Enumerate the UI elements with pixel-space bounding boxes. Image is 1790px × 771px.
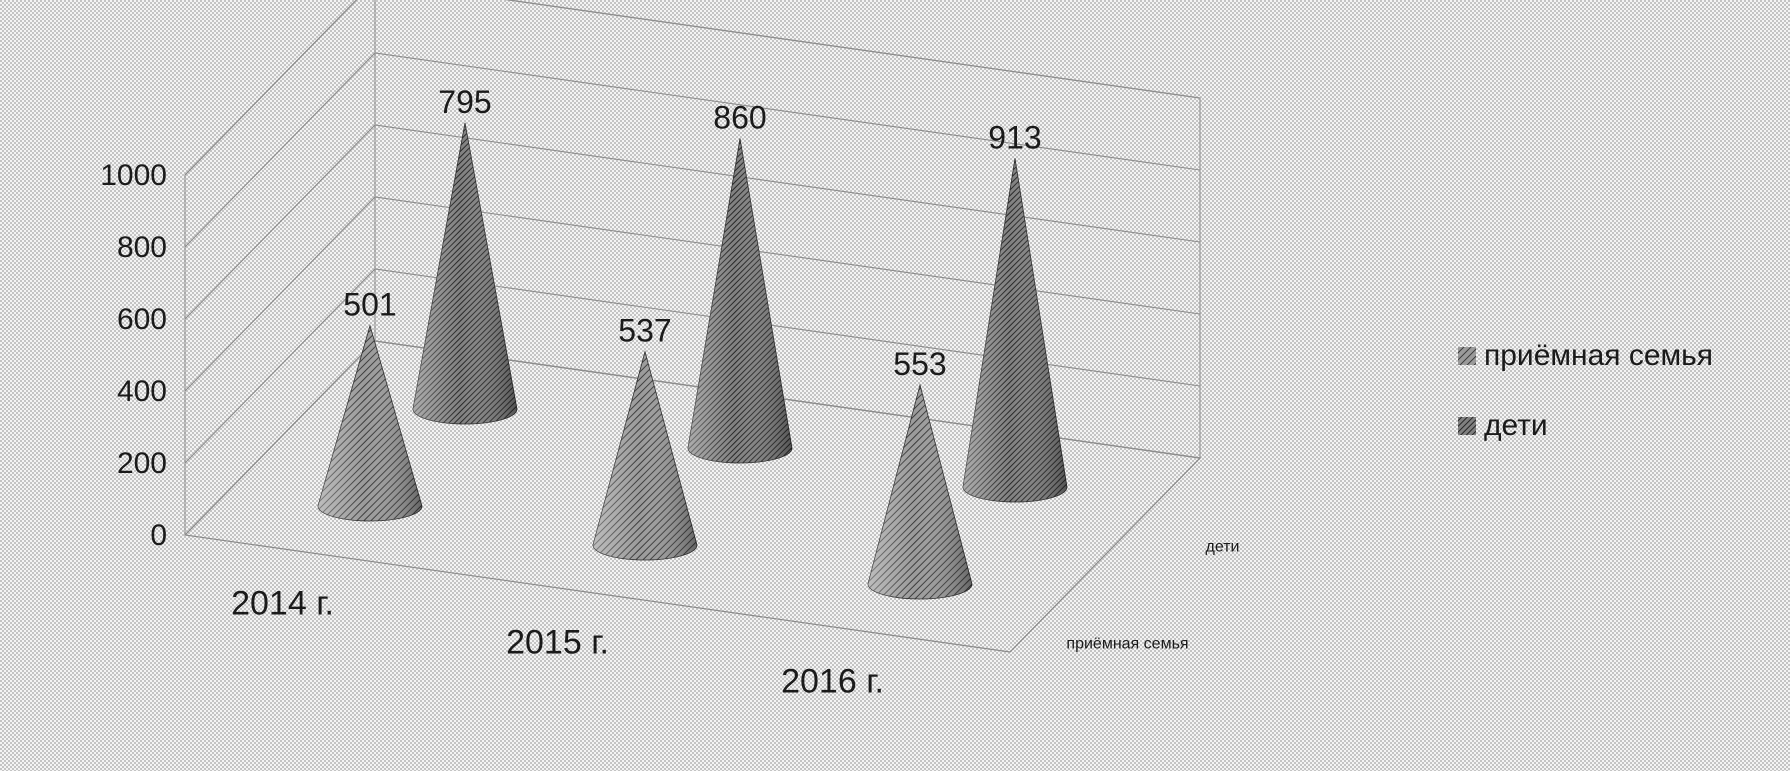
legend-label: приёмная семья (1484, 339, 1713, 372)
legend-label: дети (1484, 409, 1548, 442)
data-label: 913 (988, 119, 1041, 155)
gridline (184, 196, 1201, 392)
x-tick-label: 2014 г. (231, 585, 334, 623)
cone-marks (317, 122, 1068, 600)
y-tick-label: 200 (117, 447, 167, 480)
y-tick-label: 1000 (100, 159, 167, 192)
gridline (184, 0, 1201, 176)
chart-labels: 0 200 400 600 800 1000 2014 г. 2015 г. 2016 г. де… (100, 84, 1239, 701)
data-label: 860 (713, 99, 766, 135)
depth-axis-label: дети (1206, 539, 1240, 556)
y-tick-label: 800 (117, 231, 167, 264)
depth-axis-label: приёмная семья (1066, 636, 1188, 653)
gridline (184, 268, 1201, 464)
x-tick-label: 2015 г. (506, 624, 609, 662)
cone-foster-family (317, 324, 423, 522)
data-label: 501 (343, 287, 396, 323)
cone-children (962, 158, 1068, 503)
cone-foster-family (592, 350, 698, 561)
gridline (184, 52, 1201, 248)
y-tick-label: 600 (117, 303, 167, 336)
gridline (184, 124, 1201, 320)
data-label: 795 (438, 84, 491, 120)
cone-children (412, 122, 518, 425)
x-tick-label: 2016 г. (781, 663, 884, 701)
y-tick-label: 0 (150, 519, 167, 552)
legend: приёмная семья дети (1458, 339, 1713, 442)
legend-swatch (1458, 347, 1476, 365)
cone-children (687, 138, 793, 464)
data-label: 537 (618, 313, 671, 349)
data-label: 553 (893, 346, 946, 382)
y-tick-label: 400 (117, 375, 167, 408)
legend-swatch (1458, 417, 1476, 435)
cone-foster-family (867, 383, 973, 600)
